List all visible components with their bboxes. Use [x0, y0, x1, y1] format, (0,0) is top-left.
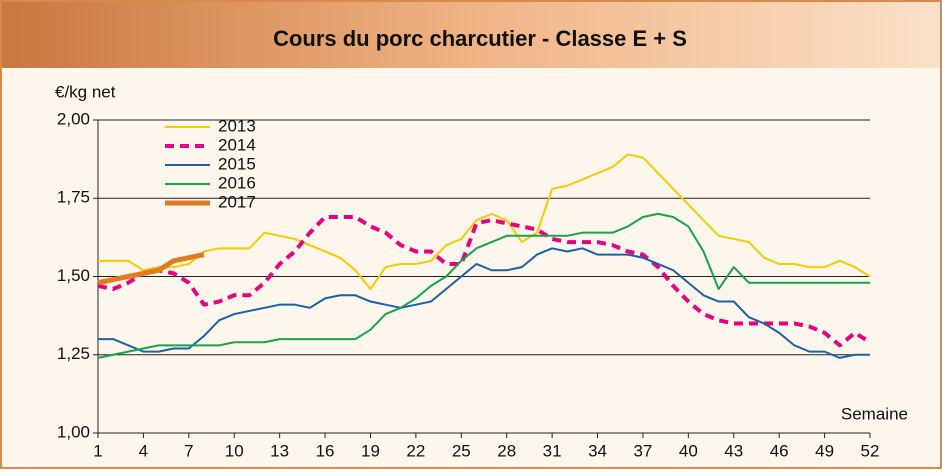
- series-line: [97, 212, 870, 359]
- x-tick-label: 19: [361, 441, 380, 460]
- x-tick-label: 34: [588, 441, 607, 460]
- x-tick-label: 22: [406, 441, 425, 460]
- x-tick-label: 31: [543, 441, 562, 460]
- header: [2, 2, 940, 68]
- legend-label: 2016: [218, 173, 256, 192]
- legend-label: 2013: [218, 116, 256, 135]
- x-tick-label: 46: [770, 441, 789, 460]
- chart-title: Cours du porc charcutier - Classe E + S: [273, 26, 687, 51]
- x-tick-label: 10: [225, 441, 244, 460]
- x-tick-label: 37: [633, 441, 652, 460]
- series-line: [98, 153, 871, 291]
- y-axis-label: €/kg net: [55, 82, 116, 101]
- legend-label: 2015: [218, 154, 256, 173]
- x-tick-label: 25: [452, 441, 471, 460]
- x-tick-label: 7: [184, 441, 193, 460]
- x-axis-label: Semaine: [841, 404, 908, 423]
- y-tick-label: 2,00: [57, 109, 90, 128]
- legend-label: 2017: [218, 192, 256, 211]
- y-tick-label: 1,00: [57, 422, 90, 441]
- legend-label: 2014: [218, 135, 256, 154]
- x-tick-label: 4: [139, 441, 148, 460]
- series-line: [98, 247, 870, 359]
- x-tick-label: 52: [861, 441, 880, 460]
- y-tick-label: 1,75: [57, 188, 90, 207]
- y-tick-label: 1,25: [57, 344, 90, 363]
- series-line: [97, 252, 205, 286]
- x-tick-label: 40: [679, 441, 698, 460]
- x-tick-label: 13: [270, 441, 289, 460]
- x-tick-label: 43: [724, 441, 743, 460]
- series-line: [97, 215, 872, 348]
- x-tick-label: 1: [93, 441, 102, 460]
- y-tick-label: 1,50: [57, 266, 90, 285]
- x-tick-label: 49: [815, 441, 834, 460]
- x-tick-label: 28: [497, 441, 516, 460]
- x-tick-label: 16: [316, 441, 335, 460]
